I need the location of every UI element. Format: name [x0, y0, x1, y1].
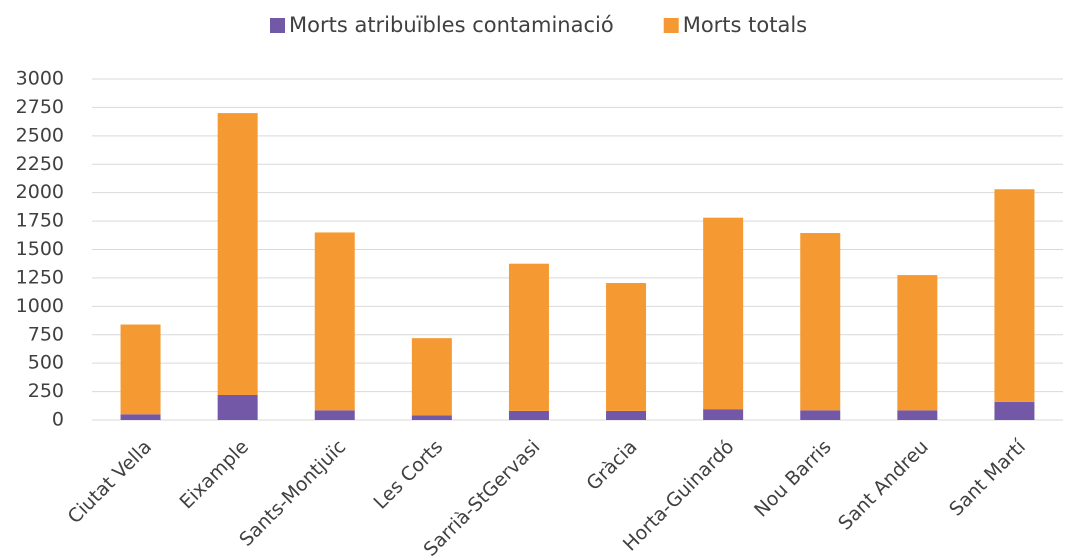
- bar-segment: [897, 410, 938, 420]
- x-tick-label: Eixample: [175, 436, 253, 514]
- bar-segment: [508, 263, 549, 411]
- bar-segment: [606, 410, 647, 420]
- bar-segment: [606, 283, 647, 411]
- legend-swatch: [270, 18, 285, 33]
- bar-segment: [120, 324, 161, 415]
- y-tick-label: 250: [28, 380, 64, 402]
- x-tick-label: Ciutat Vella: [64, 436, 156, 528]
- y-tick-label: 1500: [16, 238, 64, 260]
- bar-segment: [897, 275, 938, 411]
- y-tick-label: 0: [52, 409, 64, 431]
- bar-segment: [120, 414, 161, 420]
- legend-text: Morts atribuïbles contaminació: [289, 13, 614, 37]
- bar-segment: [800, 233, 841, 411]
- bar-segment: [411, 415, 452, 420]
- bar-segment: [703, 409, 744, 420]
- bar-segment: [314, 410, 355, 420]
- y-tick-label: 500: [28, 352, 64, 374]
- bar-segment: [411, 338, 452, 416]
- y-tick-label: 2750: [16, 96, 64, 118]
- bar-segment: [800, 410, 841, 420]
- y-tick-label: 2500: [16, 124, 64, 146]
- bar-segment: [314, 232, 355, 411]
- bar-segment: [703, 217, 744, 410]
- bar-segment: [217, 113, 258, 395]
- x-tick-label: Sants-Montjuïc: [235, 436, 350, 551]
- y-tick-label: 750: [28, 323, 64, 345]
- y-tick-label: 1750: [16, 210, 64, 232]
- y-tick-label: 1250: [16, 266, 64, 288]
- bar-segment: [217, 394, 258, 420]
- x-tick-label: Sant Andreu: [834, 436, 933, 535]
- y-tick-label: 2000: [16, 181, 64, 203]
- x-tick-label: Les Corts: [370, 436, 448, 514]
- bar-segment: [508, 410, 549, 420]
- x-tick-label: Sant Martí: [945, 435, 1030, 520]
- y-tick-label: 1000: [16, 295, 64, 317]
- x-tick-label: Nou Barris: [750, 436, 836, 522]
- y-tick-label: 3000: [16, 68, 64, 90]
- x-tick-label: Gràcia: [582, 436, 641, 495]
- bar-segment: [994, 401, 1035, 420]
- y-tick-label: 2250: [16, 153, 64, 175]
- bar-segment: [994, 189, 1035, 402]
- legend-text: Morts totals: [683, 13, 807, 37]
- legend-swatch: [663, 18, 679, 33]
